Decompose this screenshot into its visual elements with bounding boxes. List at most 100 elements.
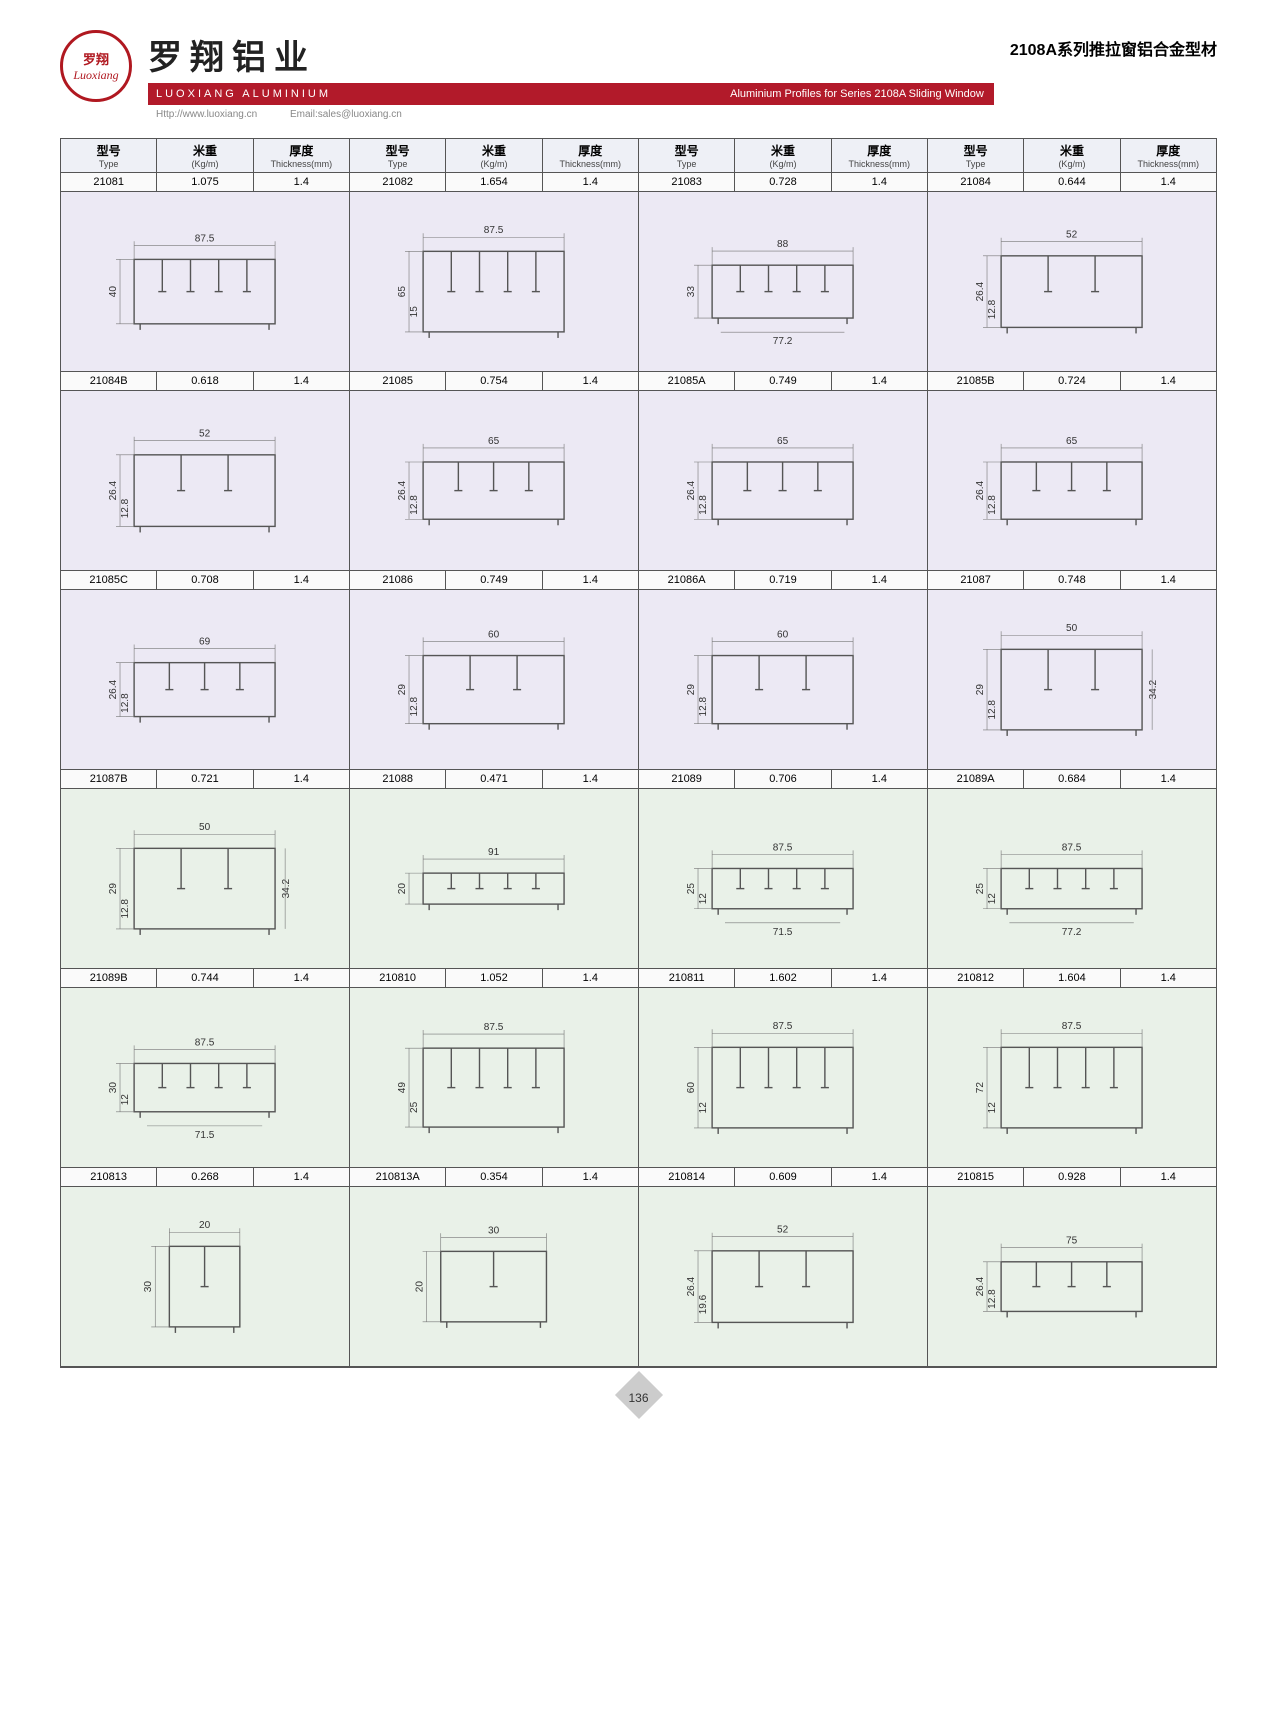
data-row: 21085C0.7081.4210860.7491.421086A0.7191.… — [61, 571, 1216, 590]
type-cell: 21082 — [350, 173, 446, 192]
type-cell: 21084 — [928, 173, 1024, 192]
brand-title-en: LUOXIANG ALUMINIUM — [156, 88, 331, 100]
brand-bar: LUOXIANG ALUMINIUM Aluminium Profiles fo… — [148, 83, 994, 105]
type-cell: 210813 — [61, 1168, 157, 1187]
thickness-cell: 1.4 — [254, 1168, 350, 1187]
logo-text-en: Luoxiang — [73, 68, 118, 83]
weight-cell: 0.719 — [735, 571, 831, 590]
svg-text:77.2: 77.2 — [1062, 927, 1082, 938]
weight-cell: 0.471 — [446, 770, 542, 789]
type-cell: 21081 — [61, 173, 157, 192]
weight-cell: 0.708 — [157, 571, 253, 590]
svg-text:91: 91 — [488, 847, 500, 858]
table-header-row: 型号Type米重(Kg/m)厚度Thickness(mm)型号Type米重(Kg… — [61, 139, 1216, 173]
profile-diagram: 87.56515 — [350, 192, 639, 372]
type-cell: 21083 — [639, 173, 735, 192]
profile-diagram: 5226.412.8 — [928, 192, 1216, 372]
thickness-cell: 1.4 — [832, 969, 928, 988]
svg-text:71.5: 71.5 — [195, 1130, 215, 1141]
thickness-cell: 1.4 — [1121, 173, 1216, 192]
thickness-cell: 1.4 — [543, 571, 639, 590]
thickness-cell: 1.4 — [543, 372, 639, 391]
weight-cell: 0.749 — [446, 571, 542, 590]
column-header: 米重(Kg/m) — [446, 139, 542, 173]
svg-text:26.4: 26.4 — [975, 1276, 986, 1296]
weight-cell: 0.644 — [1024, 173, 1120, 192]
website-url: Http://www.luoxiang.cn — [156, 109, 257, 120]
column-header: 米重(Kg/m) — [1024, 139, 1120, 173]
thickness-cell: 1.4 — [254, 770, 350, 789]
profile-diagram: 6926.412.8 — [61, 590, 350, 770]
svg-text:29: 29 — [975, 684, 986, 696]
column-header: 厚度Thickness(mm) — [1121, 139, 1216, 173]
svg-text:26.4: 26.4 — [975, 480, 986, 500]
svg-text:87.5: 87.5 — [195, 1037, 215, 1048]
series-title-en: Aluminium Profiles for Series 2108A Slid… — [720, 88, 994, 100]
thickness-cell: 1.4 — [543, 969, 639, 988]
profile-diagram: 87.54925 — [350, 988, 639, 1168]
thickness-cell: 1.4 — [543, 770, 639, 789]
type-cell: 210811 — [639, 969, 735, 988]
contact-links: Http://www.luoxiang.cn Email:sales@luoxi… — [148, 109, 994, 120]
column-header: 型号Type — [639, 139, 735, 173]
svg-text:12.8: 12.8 — [409, 495, 420, 515]
type-cell: 21089B — [61, 969, 157, 988]
data-row: 21087B0.7211.4210880.4711.4210890.7061.4… — [61, 770, 1216, 789]
weight-cell: 0.744 — [157, 969, 253, 988]
profiles-table: 型号Type米重(Kg/m)厚度Thickness(mm)型号Type米重(Kg… — [60, 138, 1217, 1368]
thickness-cell: 1.4 — [832, 770, 928, 789]
type-cell: 21085B — [928, 372, 1024, 391]
svg-text:50: 50 — [199, 822, 211, 833]
svg-text:87.5: 87.5 — [773, 1021, 793, 1032]
svg-text:12.8: 12.8 — [409, 696, 420, 716]
type-cell: 210814 — [639, 1168, 735, 1187]
svg-text:29: 29 — [686, 684, 697, 696]
type-cell: 21085A — [639, 372, 735, 391]
diagram-row: 203030205226.419.67526.412.8 — [61, 1187, 1216, 1367]
svg-text:30: 30 — [108, 1082, 119, 1094]
svg-text:30: 30 — [488, 1225, 500, 1236]
type-cell: 210813A — [350, 1168, 446, 1187]
type-cell: 21088 — [350, 770, 446, 789]
svg-text:25: 25 — [975, 883, 986, 895]
type-cell: 210815 — [928, 1168, 1024, 1187]
profile-diagram: 3020 — [350, 1187, 639, 1367]
profile-diagram: 87.57212 — [928, 988, 1216, 1168]
profile-diagram: 87.52577.212 — [928, 789, 1216, 969]
svg-text:20: 20 — [199, 1220, 211, 1231]
column-header: 型号Type — [350, 139, 446, 173]
thickness-cell: 1.4 — [832, 372, 928, 391]
type-cell: 21089 — [639, 770, 735, 789]
profile-diagram: 9120 — [350, 789, 639, 969]
data-row: 21089B0.7441.42108101.0521.42108111.6021… — [61, 969, 1216, 988]
profile-diagram: 7526.412.8 — [928, 1187, 1216, 1367]
page-number: 136 — [628, 1391, 648, 1405]
svg-text:34.2: 34.2 — [1149, 679, 1160, 699]
column-header: 厚度Thickness(mm) — [543, 139, 639, 173]
svg-text:88: 88 — [777, 239, 789, 250]
svg-text:69: 69 — [199, 636, 211, 647]
profile-diagram: 502912.834.2 — [61, 789, 350, 969]
svg-text:15: 15 — [409, 306, 420, 318]
svg-text:12: 12 — [987, 893, 998, 905]
profile-diagram: 2030 — [61, 1187, 350, 1367]
type-cell: 21087 — [928, 571, 1024, 590]
svg-text:29: 29 — [108, 883, 119, 895]
profile-diagram: 87.540 — [61, 192, 350, 372]
profile-diagram: 6526.412.8 — [350, 391, 639, 571]
profile-diagram: 602912.8 — [639, 590, 928, 770]
weight-cell: 0.618 — [157, 372, 253, 391]
column-header: 厚度Thickness(mm) — [254, 139, 350, 173]
data-row: 21084B0.6181.4210850.7541.421085A0.7491.… — [61, 372, 1216, 391]
thickness-cell: 1.4 — [832, 571, 928, 590]
svg-text:52: 52 — [1066, 230, 1078, 241]
data-row: 210811.0751.4210821.6541.4210830.7281.42… — [61, 173, 1216, 192]
type-cell: 21085C — [61, 571, 157, 590]
type-cell: 21086 — [350, 571, 446, 590]
svg-text:65: 65 — [488, 436, 500, 447]
type-cell: 21089A — [928, 770, 1024, 789]
thickness-cell: 1.4 — [1121, 1168, 1216, 1187]
logo-text-cn: 罗翔 — [83, 49, 109, 68]
weight-cell: 0.609 — [735, 1168, 831, 1187]
type-cell: 210810 — [350, 969, 446, 988]
